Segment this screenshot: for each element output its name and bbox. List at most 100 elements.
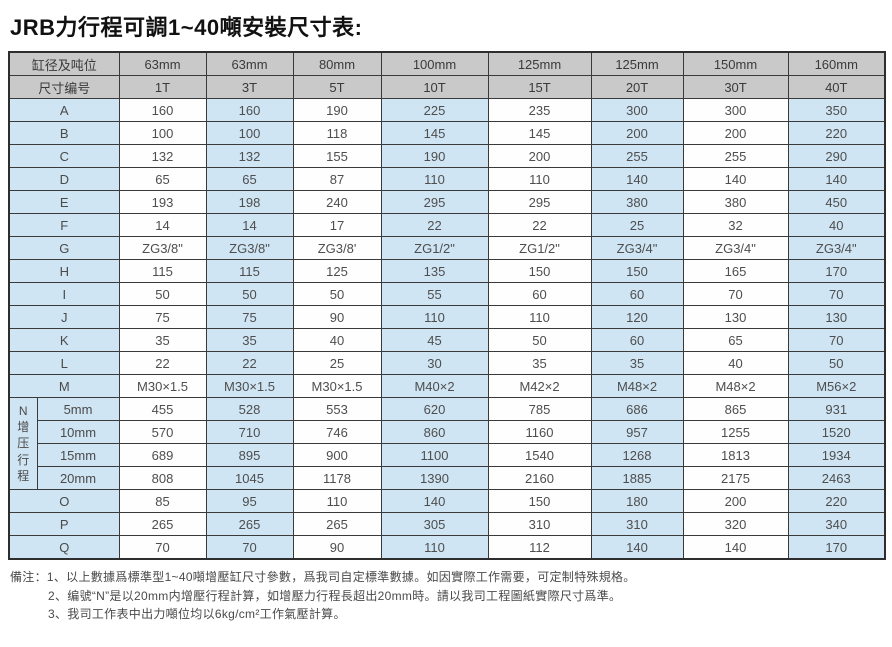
table-cell: 140 — [590, 167, 684, 191]
table-cell: 380 — [590, 190, 684, 214]
table-cell: 1160 — [487, 420, 592, 444]
table-cell: 70 — [787, 328, 886, 352]
note-line-1: 備注：1、以上數據爲標準型1~40噸增壓缸尺寸參數，爲我司自定標準數據。如因實際… — [10, 570, 636, 584]
header-tonnage-corner-label: 尺寸编号 — [8, 75, 120, 99]
header-tonnage-cell-6: 30T — [682, 75, 789, 99]
table-cell: ZG3/4" — [682, 236, 789, 260]
table-cell: 65 — [118, 167, 207, 191]
table-cell: 170 — [787, 535, 886, 560]
table-cell: ZG1/2" — [380, 236, 489, 260]
table-cell: 160 — [118, 98, 207, 122]
table-cell: 110 — [380, 305, 489, 329]
row-label-L: L — [8, 351, 120, 375]
table-cell: 160 — [205, 98, 294, 122]
row-label-E: E — [8, 190, 120, 214]
table-cell: 300 — [590, 98, 684, 122]
table-cell: 65 — [205, 167, 294, 191]
table-cell: 290 — [787, 144, 886, 168]
table-cell: 200 — [682, 121, 789, 145]
row-label-J: J — [8, 305, 120, 329]
table-cell: 130 — [682, 305, 789, 329]
table-cell: 70 — [118, 535, 207, 560]
row-label-Q: Q — [8, 535, 120, 560]
header-tonnage-row: 尺寸编号 1T 3T 5T 10T 15T 20T 30T 40T — [8, 75, 886, 99]
table-cell: 193 — [118, 190, 207, 214]
table-cell: 140 — [590, 535, 684, 560]
table-cell: 35 — [590, 351, 684, 375]
n-sub-label-15mm: 15mm — [36, 443, 120, 467]
table-cell: 1178 — [292, 466, 382, 490]
table-cell: 2160 — [487, 466, 592, 490]
table-row-C: C 132 132 155 190 200 255 255 290 — [8, 144, 886, 168]
table-cell: M30×1.5 — [118, 374, 207, 398]
row-label-B: B — [8, 121, 120, 145]
table-cell: 140 — [682, 167, 789, 191]
notes-section: 備注：1、以上數據爲標準型1~40噸增壓缸尺寸參數，爲我司自定標準數據。如因實際… — [10, 568, 892, 624]
table-cell: 860 — [380, 420, 489, 444]
table-cell: 17 — [292, 213, 382, 237]
header-tonnage-cell-1: 3T — [205, 75, 294, 99]
table-cell: 190 — [292, 98, 382, 122]
table-cell: 132 — [118, 144, 207, 168]
page-title: JRB力行程可調1~40噸安裝尺寸表: — [10, 15, 363, 40]
table-cell: 145 — [487, 121, 592, 145]
table-cell: 1885 — [590, 466, 684, 490]
table-cell: 808 — [118, 466, 207, 490]
header-tonnage-cell-4: 15T — [487, 75, 592, 99]
table-cell: 300 — [682, 98, 789, 122]
table-cell: ZG3/8" — [205, 236, 294, 260]
table-cell: 70 — [682, 282, 789, 306]
note-line-2: 2、编號“N”是以20mm内增壓行程計算，如增壓力行程長超出20mm時。請以我司… — [48, 588, 622, 603]
table-cell: 87 — [292, 167, 382, 191]
header-tonnage-cell-5: 20T — [590, 75, 684, 99]
table-row-F: F 14 14 17 22 22 25 32 40 — [8, 213, 886, 237]
table-cell: 130 — [787, 305, 886, 329]
table-cell: 1255 — [682, 420, 789, 444]
table-cell: 450 — [787, 190, 886, 214]
table-cell: 455 — [118, 397, 207, 421]
table-cell: 785 — [487, 397, 592, 421]
table-cell: 305 — [380, 512, 489, 536]
row-label-O: O — [8, 489, 120, 513]
table-cell: 957 — [590, 420, 684, 444]
row-label-M: M — [8, 374, 120, 398]
table-cell: 22 — [380, 213, 489, 237]
header-bore-corner-label: 缸径及吨位 — [8, 51, 120, 76]
row-label-C: C — [8, 144, 120, 168]
table-cell: 320 — [682, 512, 789, 536]
table-cell: 198 — [205, 190, 294, 214]
table-cell: 1540 — [487, 443, 592, 467]
table-row-J: J 75 75 90 110 110 120 130 130 — [8, 305, 886, 329]
table-cell: 75 — [118, 305, 207, 329]
dimension-table: 缸径及吨位 63mm 63mm 80mm 100mm 125mm 125mm 150mm 160… — [8, 51, 887, 560]
header-bore-cell-4: 125mm — [487, 51, 592, 76]
n-vertical-label: N增压行程 — [8, 397, 38, 490]
table-cell: 380 — [682, 190, 789, 214]
table-cell: 1268 — [590, 443, 684, 467]
table-cell: 110 — [487, 305, 592, 329]
header-bore-cell-1: 63mm — [205, 51, 294, 76]
table-row-G: G ZG3/8" ZG3/8" ZG3/8' ZG1/2" ZG1/2" ZG3/4" ZG3… — [8, 236, 886, 260]
table-cell: 265 — [205, 512, 294, 536]
table-cell: 686 — [590, 397, 684, 421]
table-row-N-10mm: 10mm 570 710 746 860 1160 957 1255 1520 — [9, 420, 886, 444]
header-bore-cell-3: 100mm — [380, 51, 489, 76]
table-cell: 115 — [205, 259, 294, 283]
table-cell: 200 — [590, 121, 684, 145]
table-cell: 710 — [205, 420, 294, 444]
table-cell: 35 — [118, 328, 207, 352]
table-cell: 30 — [380, 351, 489, 375]
table-cell: M30×1.5 — [292, 374, 382, 398]
table-cell: M30×1.5 — [205, 374, 294, 398]
table-cell: 14 — [118, 213, 207, 237]
table-cell: 200 — [682, 489, 789, 513]
table-cell: 40 — [787, 213, 886, 237]
table-cell: 931 — [787, 397, 886, 421]
table-cell: 1813 — [682, 443, 789, 467]
table-cell: 22 — [487, 213, 592, 237]
table-cell: 118 — [292, 121, 382, 145]
table-cell: 100 — [205, 121, 294, 145]
table-cell: 35 — [487, 351, 592, 375]
table-cell: M48×2 — [590, 374, 684, 398]
table-cell: 310 — [590, 512, 684, 536]
